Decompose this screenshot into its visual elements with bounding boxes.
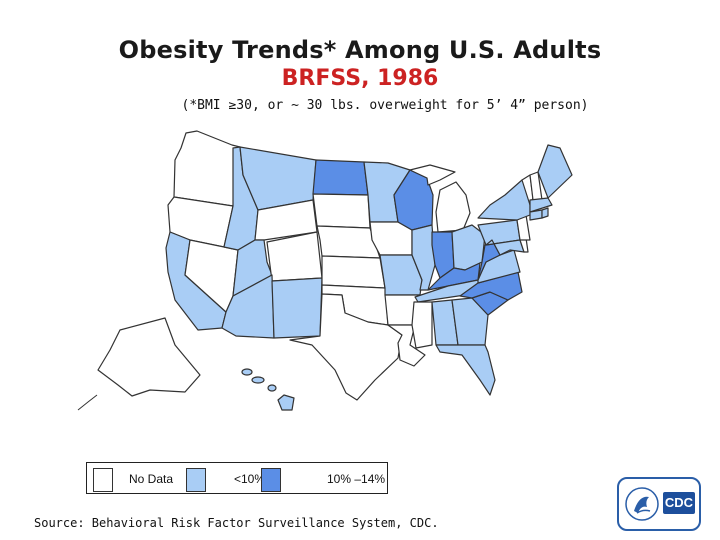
state-Rhode Island: [541, 207, 549, 219]
state-South Dakota: [312, 193, 371, 229]
source-note: Source: Behavioral Risk Factor Surveilla…: [34, 516, 439, 530]
state-Arizona: [221, 274, 275, 339]
legend-label-no-data: No Data: [129, 472, 174, 486]
state-Mississippi: [411, 301, 433, 349]
state-Washington: [173, 130, 241, 207]
state-Connecticut: [529, 209, 543, 221]
state-Florida: [435, 344, 496, 396]
bmi-footnote: (*BMI ≥30, or ~ 30 lbs. overweight for 5…: [181, 98, 589, 113]
cdc-logo: CDC: [617, 477, 701, 531]
chart-title: Obesity Trends* Among U.S. Adults: [118, 36, 602, 64]
state-Michigan: [435, 181, 471, 233]
state-Maine: [537, 144, 573, 199]
state-Colorado: [266, 231, 323, 282]
state-Texas: [289, 293, 403, 401]
state-Wyoming: [254, 199, 318, 241]
hhs-eagle-icon: [625, 487, 659, 521]
state-Michigan-up: [409, 164, 456, 186]
alaska-aleutians: [77, 394, 98, 411]
legend-label-10-14: 10% –14%: [327, 472, 386, 486]
chart-subtitle: BRFSS, 1986: [281, 66, 439, 91]
state-Kansas: [321, 255, 386, 289]
legend: No Data <10% 10% –14%: [86, 462, 388, 494]
state-New York: [477, 179, 531, 221]
state-Hawaii-3: [267, 384, 277, 392]
state-Hawaii-big: [277, 394, 295, 411]
state-Georgia: [451, 297, 489, 346]
legend-swatch-lt10: [186, 468, 206, 492]
state-Massachusetts: [529, 197, 553, 213]
state-Hawaii-1: [241, 368, 253, 376]
state-North Dakota: [312, 159, 369, 196]
state-Alaska: [97, 317, 201, 397]
state-New Mexico: [271, 277, 323, 339]
legend-label-lt10: <10%: [234, 472, 266, 486]
cdc-logo-text: CDC: [663, 492, 695, 514]
legend-swatch-no-data: [93, 468, 113, 492]
state-Hawaii-2: [251, 376, 265, 384]
state-North Carolina: [459, 271, 523, 301]
legend-swatch-10-14: [261, 468, 281, 492]
